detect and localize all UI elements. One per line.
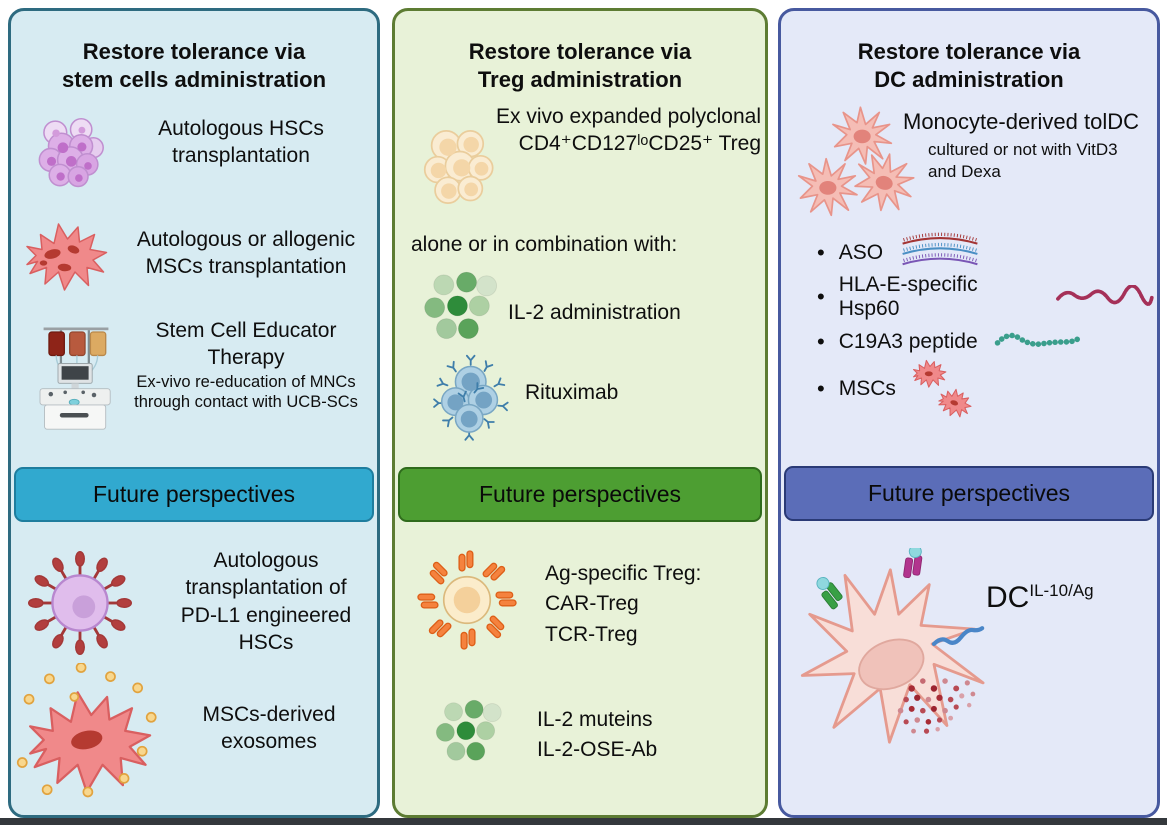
bullet-marker: • — [817, 329, 825, 354]
panel-dc-title: Restore tolerance via DC administration — [857, 39, 1081, 92]
msc-exosomes-icon — [15, 663, 163, 801]
aso-strands-icon — [897, 231, 983, 275]
hsp60-peptide-icon — [1053, 285, 1157, 309]
bullet-marker: • — [817, 284, 825, 309]
item-monocyte-tolDC: Monocyte-derived tolDC — [903, 109, 1139, 134]
magenta-receptor — [903, 548, 923, 579]
future-perspectives-banner-stem: Future perspectives — [14, 467, 374, 522]
item-msc-exosomes: MSCs-derived exosomes — [202, 703, 336, 754]
combination-lead-text: alone or in combination with: — [411, 233, 678, 256]
panel-dc: Restore tolerance via DC administration — [778, 8, 1160, 818]
bullet-mscs: • MSCs — [817, 357, 982, 421]
car-treg-icon — [413, 541, 521, 659]
hsp60-label: HLA-E-specific Hsp60 — [838, 273, 978, 320]
bullet-marker: • — [817, 376, 825, 401]
item-il2-muteins: IL-2 muteins IL-2-OSE-Ab — [537, 708, 658, 762]
hsc-cluster-icon — [31, 111, 107, 195]
item-il2-administration: IL-2 administration — [508, 301, 681, 324]
dc-il10-cell-icon — [793, 548, 997, 764]
bullet-aso: • ASO — [817, 227, 983, 279]
msc-cell-icon — [21, 218, 111, 296]
treg-cluster-icon — [417, 121, 503, 213]
aso-label: ASO — [838, 241, 884, 264]
c19a3-peptide-icon — [992, 328, 1084, 356]
bullet-c19a3: • C19A3 peptide — [817, 319, 1084, 365]
future-perspectives-banner-treg: Future perspectives — [398, 467, 762, 522]
item-polyclonal-treg: Ex vivo expanded polyclonal CD4⁺CD127ˡᵒC… — [495, 105, 761, 156]
il2-dots-icon — [421, 271, 503, 348]
panel-stem-cells: Restore tolerance via stem cells adminis… — [8, 8, 380, 818]
item-rituximab: Rituximab — [525, 381, 619, 404]
rituximab-cells-icon — [431, 351, 515, 443]
panel-treg-title: Restore tolerance via Treg administratio… — [468, 39, 692, 92]
item-hsc-transplantation: Autologous HSCs transplantation — [158, 117, 324, 168]
item-stem-cell-educator: Stem Cell Educator Therapy Ex-vivo re-ed… — [119, 317, 373, 413]
banner-label: Future perspectives — [868, 480, 1070, 506]
blue-squiggle — [931, 626, 985, 647]
educator-therapy-subtext: Ex-vivo re-education of MNCs through con… — [134, 372, 358, 412]
item-dc-il10-ag: DCIL-10/Ag — [986, 581, 1094, 615]
panel-treg: Restore tolerance via Treg administratio… — [392, 8, 768, 818]
panel-stem-title: Restore tolerance via stem cells adminis… — [61, 39, 327, 92]
figure-bottom-edge — [0, 818, 1167, 825]
secreted-dots — [897, 678, 976, 734]
c19a3-label: C19A3 peptide — [838, 330, 978, 353]
toldc-subtext: cultured or not with VitD3 and Dexa — [928, 140, 1118, 182]
banner-label: Future perspectives — [93, 481, 295, 507]
pdl1-hsc-icon — [23, 543, 137, 663]
educator-therapy-label: Stem Cell Educator Therapy — [155, 319, 337, 370]
dc-label-base: DC — [986, 581, 1030, 614]
mscs-label: MSCs — [838, 377, 896, 400]
msc-pair-icon — [910, 358, 982, 420]
dendritic-cells-icon — [797, 97, 917, 229]
stem-cell-educator-machine-icon — [31, 321, 121, 433]
future-perspectives-banner-dc: Future perspectives — [784, 466, 1154, 521]
bullet-marker: • — [817, 240, 825, 265]
item-msc-transplantation: Autologous or allogenic MSCs transplanta… — [136, 228, 356, 279]
green-receptor — [816, 576, 843, 610]
bullet-hla-e-hsp60: • HLA-E-specific Hsp60 — [817, 273, 1157, 320]
item-ag-specific-treg: Ag-specific Treg: CAR-Treg TCR-Treg — [545, 562, 702, 646]
il2-dots-icon — [433, 699, 507, 769]
item-pdl1-hscs: Autologous transplantation of PD-L1 engi… — [180, 549, 352, 654]
banner-label: Future perspectives — [479, 481, 681, 507]
dc-label-sup: IL-10/Ag — [1029, 581, 1094, 600]
